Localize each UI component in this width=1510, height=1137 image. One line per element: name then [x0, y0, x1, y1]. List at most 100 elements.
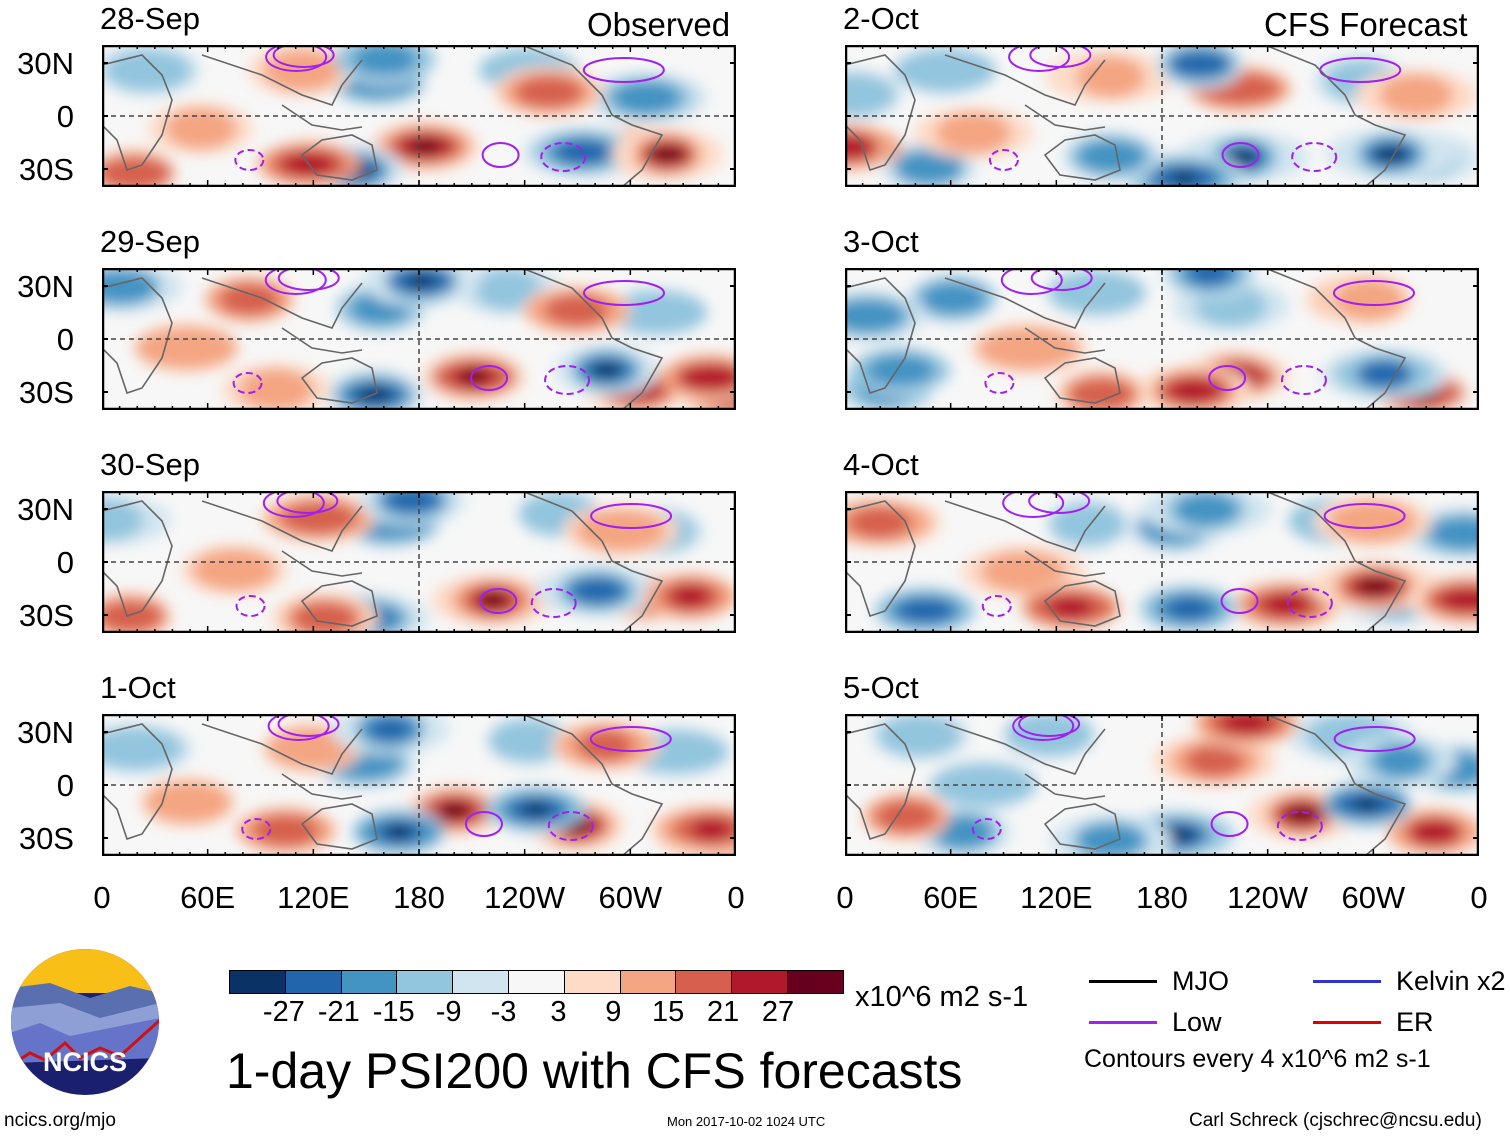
psi200-anomaly-map [102, 45, 736, 187]
x-tick-label: 0 [836, 880, 854, 915]
map-panel [845, 714, 1479, 856]
x-tick-label: 180 [1136, 880, 1188, 915]
map-panel [845, 45, 1479, 187]
coastline [944, 54, 1106, 106]
coastline [845, 500, 916, 618]
low-contour [1221, 142, 1260, 168]
low-contour [1000, 268, 1063, 295]
map-panel [102, 491, 736, 633]
anomaly-contour [878, 714, 961, 757]
contour-note: Contours every 4 x10^6 m2 s-1 [1084, 1045, 1431, 1073]
low-contour [235, 595, 266, 617]
psi200-anomaly-map [102, 268, 736, 410]
anomaly-contour [691, 817, 731, 842]
x-tick-label: 120E [277, 880, 350, 915]
coastline [281, 104, 363, 131]
coastline [201, 723, 363, 775]
anomaly-contour [605, 291, 708, 334]
y-tick-label: 30N [17, 269, 74, 304]
y-tick-label: 30N [17, 715, 74, 750]
forecast-column-title: CFS Forecast [1264, 6, 1468, 43]
colorbar-tick-label: -3 [490, 996, 517, 1028]
anomaly-contour [515, 75, 583, 109]
coastline [944, 500, 1106, 552]
anomaly-contour [219, 282, 280, 316]
anomaly-contour [1189, 268, 1230, 286]
anomaly-contour [1262, 592, 1310, 617]
map-panel [102, 45, 736, 187]
panel-date-label: 28-Sep [100, 1, 200, 36]
low-contour [981, 595, 1012, 617]
coastline [845, 54, 916, 172]
observed-column-title: Observed [587, 6, 731, 43]
anomaly-contour [410, 138, 440, 154]
x-tick-label: 120W [484, 880, 566, 915]
low-contour [1018, 714, 1081, 737]
low-contour [544, 365, 591, 395]
low-contour [262, 491, 325, 518]
anomaly-contour [894, 150, 964, 184]
anomaly-contour [1050, 503, 1125, 546]
y-tick-label: 30N [17, 46, 74, 81]
low-contour [582, 280, 665, 306]
coastline [300, 580, 378, 627]
low-contour [1286, 588, 1333, 618]
map-panel [102, 714, 736, 856]
footer-author: Carl Schreck (cjschrec@ncsu.edu) [1189, 1110, 1482, 1131]
low-contour [971, 818, 1002, 840]
anomaly-contour [866, 353, 935, 387]
anomaly-contour [461, 369, 487, 385]
anomaly-contour [385, 824, 413, 840]
anomaly-contour [921, 281, 986, 315]
low-contour [277, 714, 340, 737]
legend-line-er [1313, 1021, 1381, 1024]
coastline [281, 773, 363, 800]
colorbar-tick-label: 27 [761, 996, 795, 1028]
colorbar-tick-label: -21 [317, 996, 360, 1028]
anomaly-contour [933, 815, 994, 849]
panel-date-label: 5-Oct [843, 670, 919, 705]
coastline [1024, 327, 1106, 354]
coastline [521, 45, 664, 187]
anomaly-contour [488, 719, 569, 762]
psi200-anomaly-map [102, 491, 736, 633]
anomaly-contour [1220, 714, 1272, 735]
low-contour [277, 268, 340, 291]
low-contour [267, 714, 330, 741]
colorbar-swatch [786, 971, 843, 993]
colorbar-swatch [230, 971, 285, 993]
colorbar-swatch [340, 971, 397, 993]
colorbar-tick-label: 15 [652, 996, 685, 1028]
low-contour [1030, 268, 1093, 291]
colorbar-tick-label: 9 [605, 996, 622, 1028]
anomaly-contour [1354, 796, 1380, 812]
psi200-anomaly-map [845, 491, 1479, 633]
anomaly-contour [1438, 587, 1479, 612]
psi200-anomaly-map [102, 714, 736, 856]
colorbar-swatch [284, 971, 341, 993]
legend-label: Kelvin x2 [1396, 966, 1506, 996]
y-tick-label: 30S [18, 375, 74, 410]
logo-text: NCICS [43, 1047, 127, 1077]
anomaly-contour [1076, 55, 1145, 98]
anomaly-contour [572, 578, 623, 603]
psi200-anomaly-map [845, 714, 1479, 856]
anomaly-contour [439, 802, 470, 818]
anomaly-contour [1379, 73, 1454, 116]
low-contour [540, 142, 587, 172]
legend-line-mjo [1089, 980, 1157, 983]
colorbar-tick-label: 21 [706, 996, 740, 1028]
low-contour [1210, 811, 1249, 837]
coastline [521, 491, 664, 633]
anomaly-contour [1185, 744, 1244, 778]
colorbar-tick-label: -15 [372, 996, 415, 1028]
anomaly-contour [1169, 51, 1231, 76]
coastline [1024, 104, 1106, 131]
anomaly-contour [1374, 744, 1428, 778]
anomaly-contour [845, 299, 906, 333]
anomaly-contour [577, 729, 633, 763]
low-contour [1291, 142, 1338, 172]
y-tick-label: 0 [56, 322, 74, 357]
x-tick-label: 0 [1470, 880, 1488, 915]
low-contour [988, 149, 1019, 171]
